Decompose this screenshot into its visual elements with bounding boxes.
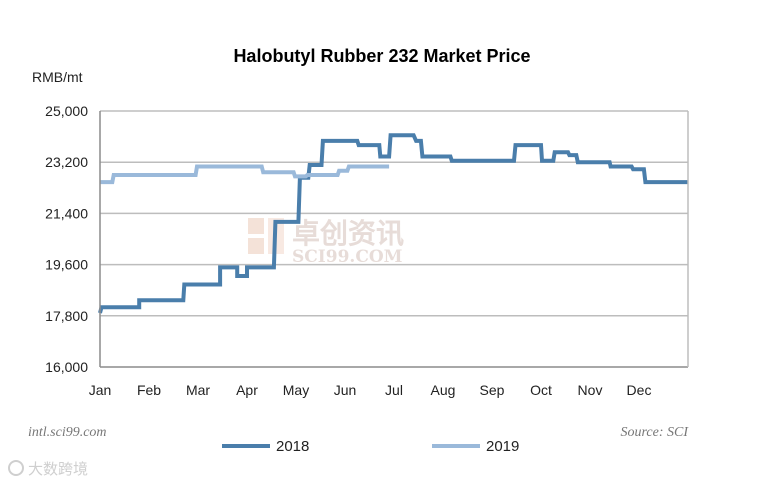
x-tick-labels: Jan Feb Mar Apr May Jun Jul Aug Sep Oct Nov Dec <box>89 382 652 398</box>
y-tick-label: 25,000 <box>45 103 88 119</box>
x-tick-label: Jan <box>89 382 112 398</box>
x-tick-label: Oct <box>530 382 552 398</box>
series-lines <box>98 133 688 314</box>
watermark: 卓创资讯 SCI99.COM <box>248 217 404 267</box>
y-tick-labels: 16,000 17,800 19,600 21,400 23,200 25,000 <box>45 103 88 375</box>
x-tick-label: Dec <box>627 382 652 398</box>
corner-watermark-text: 大数跨境 <box>28 460 88 478</box>
x-tick-label: Mar <box>186 382 210 398</box>
legend-label-2019: 2019 <box>486 438 519 455</box>
legend-label-2018: 2018 <box>276 438 309 455</box>
x-tick-label: Apr <box>236 382 258 398</box>
series-line-2019 <box>100 164 390 185</box>
y-tick-label: 17,800 <box>45 308 88 324</box>
x-tick-label: Nov <box>578 382 603 398</box>
x-tick-label: Aug <box>431 382 456 398</box>
watermark-en: SCI99.COM <box>292 247 403 267</box>
x-tick-label: Sep <box>480 382 505 398</box>
grid-lines <box>100 110 688 317</box>
watermark-logo-block <box>248 218 264 234</box>
series-line-2018 <box>98 133 688 314</box>
corner-watermark: 大数跨境 <box>8 460 88 478</box>
axes <box>99 111 689 368</box>
watermark-logo-block <box>248 238 264 254</box>
y-axis-label: RMB/mt <box>32 69 83 85</box>
x-tick-label: Jun <box>334 382 357 398</box>
x-tick-label: Feb <box>137 382 161 398</box>
y-tick-label: 21,400 <box>45 205 88 221</box>
x-tick-label: Jul <box>385 382 403 398</box>
x-tick-label: May <box>283 382 309 398</box>
footer-site: intl.sci99.com <box>28 425 107 440</box>
y-tick-label: 23,200 <box>45 154 88 170</box>
corner-logo-icon <box>8 460 24 476</box>
footer-source: Source: SCI <box>620 425 689 440</box>
y-tick-label: 19,600 <box>45 257 88 273</box>
legend: 2018 2019 <box>222 438 519 455</box>
chart-title: Halobutyl Rubber 232 Market Price <box>233 46 530 66</box>
y-tick-label: 16,000 <box>45 359 88 375</box>
watermark-cn: 卓创资讯 <box>292 217 404 250</box>
